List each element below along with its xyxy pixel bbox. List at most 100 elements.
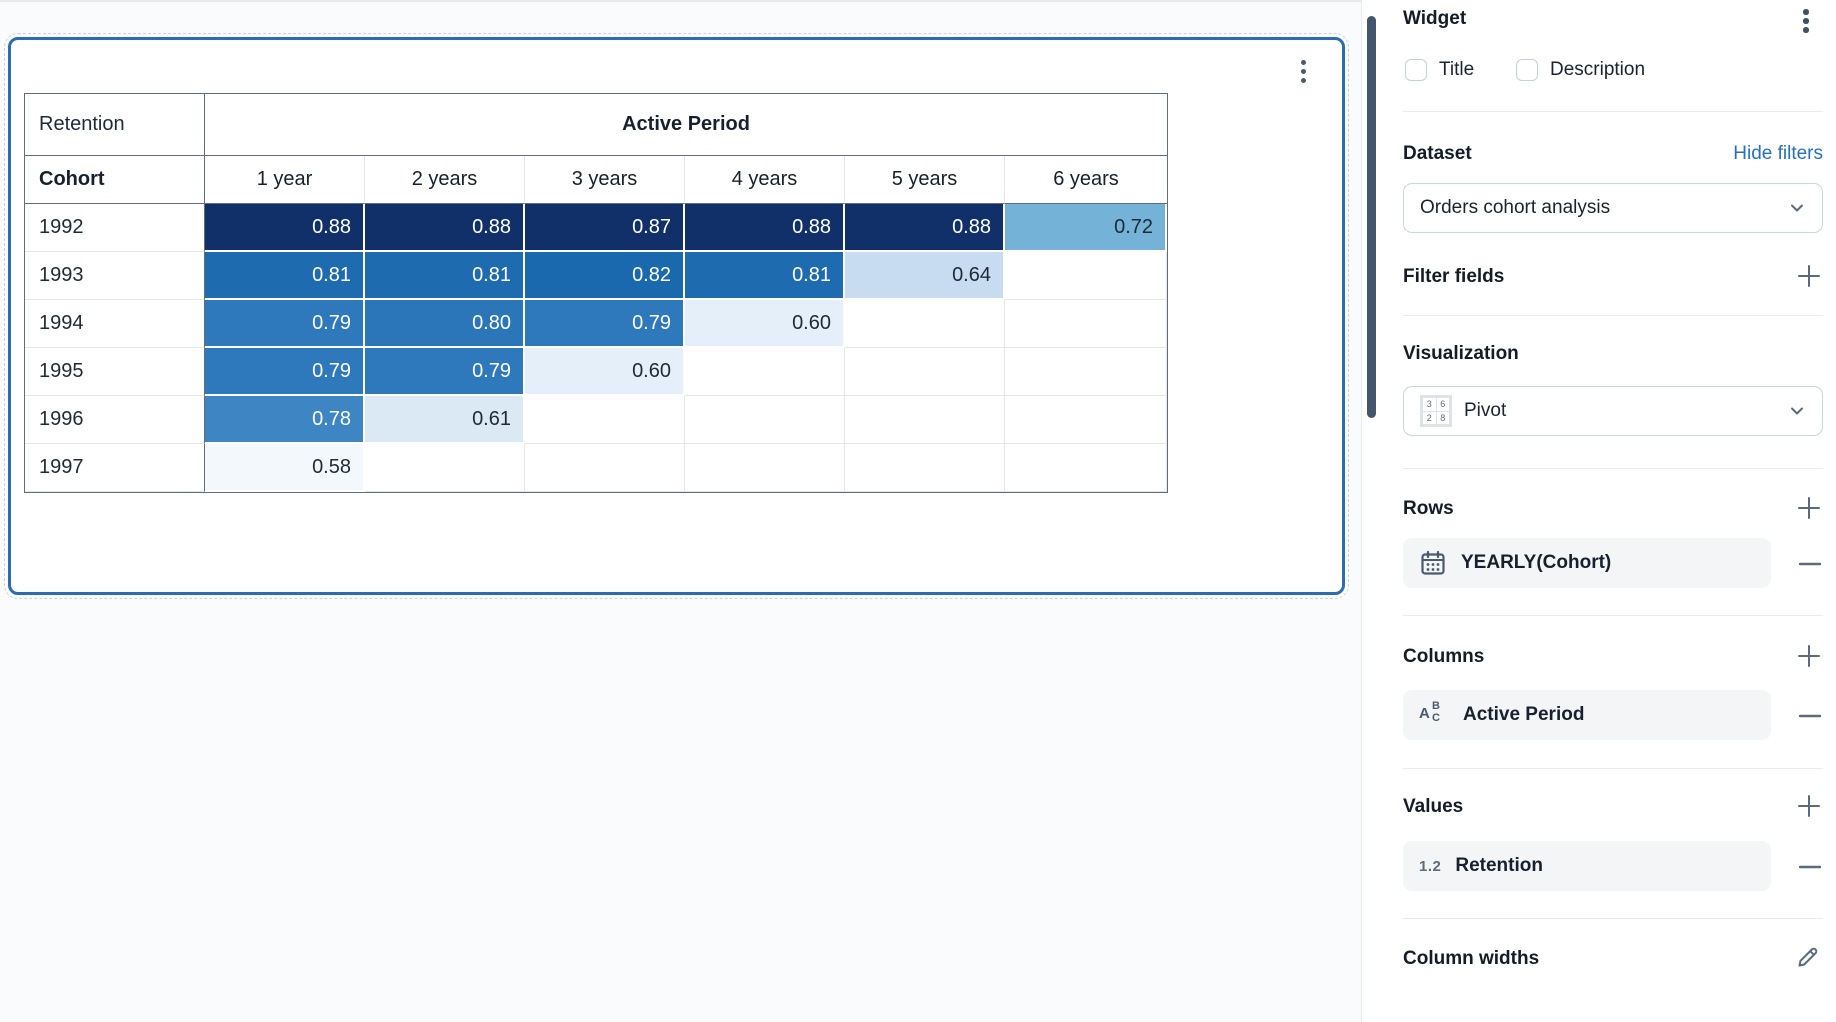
- period-column-header: 6 years: [1005, 156, 1168, 204]
- empty-cell: [1005, 396, 1168, 444]
- empty-cell: [525, 396, 685, 444]
- retention-value-cell: 0.81: [365, 252, 525, 300]
- cohort-label: 1993: [25, 252, 205, 300]
- period-column-header: 2 years: [365, 156, 525, 204]
- retention-value-cell: 0.72: [1005, 204, 1168, 252]
- edit-column-widths-button[interactable]: [1795, 944, 1821, 970]
- period-column-header: 4 years: [685, 156, 845, 204]
- retention-value-cell: 0.88: [365, 204, 525, 252]
- title-checkbox[interactable]: Title: [1405, 59, 1474, 81]
- retention-value-cell: 0.60: [525, 348, 685, 396]
- pencil-icon: [1798, 947, 1818, 967]
- empty-cell: [845, 348, 1005, 396]
- cohort-row: 1994 0.79 0.80 0.79 0.60: [25, 300, 1168, 348]
- retention-value-cell: 0.79: [205, 348, 365, 396]
- cohort-row: 1995 0.79 0.79 0.60: [25, 348, 1168, 396]
- title-checkbox-box[interactable]: [1405, 59, 1427, 81]
- filter-fields-section-title: Filter fields: [1403, 266, 1505, 287]
- cohort-label: 1996: [25, 396, 205, 444]
- plus-icon: [1798, 497, 1820, 519]
- retention-value-cell: 0.61: [365, 396, 525, 444]
- cohort-row: 1993 0.81 0.81 0.82 0.81 0.64: [25, 252, 1168, 300]
- panel-left-border: [1361, 0, 1362, 1022]
- empty-cell: [685, 396, 845, 444]
- add-value-field-button[interactable]: [1795, 792, 1823, 820]
- minus-icon: [1798, 865, 1822, 869]
- row-dimension-header: Cohort: [25, 156, 205, 204]
- retention-value-cell: 0.80: [365, 300, 525, 348]
- rows-section-title: Rows: [1403, 498, 1454, 519]
- retention-value-cell: 0.88: [845, 204, 1005, 252]
- cohort-label: 1997: [25, 444, 205, 492]
- retention-value-cell: 0.79: [205, 300, 365, 348]
- visualization-section-title: Visualization: [1403, 343, 1519, 364]
- dataset-section-title: Dataset: [1403, 143, 1472, 164]
- minus-icon: [1798, 714, 1822, 718]
- period-column-header: 1 year: [205, 156, 365, 204]
- description-checkbox-box[interactable]: [1516, 59, 1538, 81]
- minus-icon: [1798, 562, 1822, 566]
- add-row-field-button[interactable]: [1795, 494, 1823, 522]
- empty-cell: [1005, 444, 1168, 492]
- cohort-row: 1997 0.58: [25, 444, 1168, 492]
- widget-canvas[interactable]: Retention Active Period Cohort 1 year 2 y…: [4, 33, 1349, 599]
- retention-value-cell: 0.60: [685, 300, 845, 348]
- remove-row-field-button[interactable]: [1797, 551, 1823, 577]
- remove-value-field-button[interactable]: [1797, 854, 1823, 880]
- plus-icon: [1798, 645, 1820, 667]
- retention-value-cell: 0.79: [365, 348, 525, 396]
- empty-cell: [685, 444, 845, 492]
- panel-title: Widget: [1403, 8, 1467, 29]
- retention-value-cell: 0.78: [205, 396, 365, 444]
- plus-icon: [1798, 265, 1820, 287]
- rows-field-label: YEARLY(Cohort): [1461, 552, 1612, 573]
- empty-cell: [685, 348, 845, 396]
- empty-cell: [845, 444, 1005, 492]
- add-column-field-button[interactable]: [1795, 642, 1823, 670]
- description-checkbox[interactable]: Description: [1516, 59, 1645, 81]
- visualization-selected-value: Pivot: [1464, 400, 1507, 421]
- period-column-header: 3 years: [525, 156, 685, 204]
- retention-value-cell: 0.88: [205, 204, 365, 252]
- empty-cell: [1005, 252, 1168, 300]
- empty-cell: [845, 396, 1005, 444]
- columns-field-label: Active Period: [1463, 704, 1585, 725]
- retention-value-cell: 0.64: [845, 252, 1005, 300]
- hide-filters-link[interactable]: Hide filters: [1733, 143, 1823, 164]
- dataset-select[interactable]: Orders cohort analysis: [1403, 183, 1823, 233]
- empty-cell: [365, 444, 525, 492]
- column-widths-section-title: Column widths: [1403, 948, 1540, 969]
- add-filter-field-button[interactable]: [1795, 262, 1823, 290]
- remove-column-field-button[interactable]: [1797, 703, 1823, 729]
- cohort-label: 1995: [25, 348, 205, 396]
- pivot-table: Retention Active Period Cohort 1 year 2 y…: [24, 93, 1169, 493]
- panel-scrollbar[interactable]: [1367, 16, 1376, 418]
- column-group-header: Active Period: [205, 94, 1168, 156]
- columns-section-title: Columns: [1403, 646, 1485, 667]
- workspace-background: Retention Active Period Cohort 1 year 2 y…: [0, 0, 1361, 599]
- cohort-label: 1994: [25, 300, 205, 348]
- empty-cell: [1005, 348, 1168, 396]
- description-checkbox-label: Description: [1550, 59, 1646, 80]
- pivot-table-widget: Retention Active Period Cohort 1 year 2 y…: [24, 93, 1169, 493]
- panel-menu-kebab-icon[interactable]: [1795, 8, 1817, 34]
- rows-field-card[interactable]: YEARLY(Cohort): [1403, 538, 1771, 588]
- empty-cell: [845, 300, 1005, 348]
- widget-menu-kebab-icon[interactable]: [1292, 56, 1314, 86]
- values-section-title: Values: [1403, 796, 1464, 817]
- cohort-row: 1992 0.88 0.88 0.87 0.88 0.88 0.72: [25, 204, 1168, 252]
- dataset-selected-value: Orders cohort analysis: [1420, 197, 1611, 218]
- widget-settings-panel: Widget Title Description Dataset Hide fi…: [1403, 0, 1823, 1022]
- retention-value-cell: 0.87: [525, 204, 685, 252]
- retention-value-cell: 0.88: [685, 204, 845, 252]
- values-field-card[interactable]: 1.2 Retention: [1403, 841, 1771, 891]
- chevron-down-icon: [1791, 204, 1803, 212]
- cohort-row: 1996 0.78 0.61: [25, 396, 1168, 444]
- period-column-header: 5 years: [845, 156, 1005, 204]
- retention-value-cell: 0.58: [205, 444, 365, 492]
- measure-label: Retention: [25, 94, 205, 156]
- empty-cell: [1005, 300, 1168, 348]
